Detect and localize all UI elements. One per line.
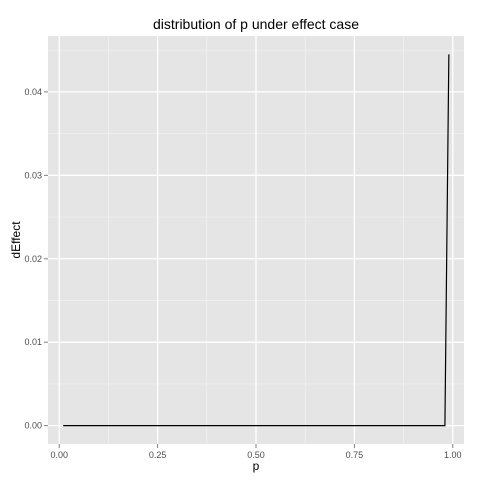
x-axis-ticks: 0.00 0.25 0.50 0.75 1.00 (50, 444, 462, 460)
y-tick-label: 0.02 (24, 254, 42, 264)
x-tick-label: 1.00 (444, 450, 462, 460)
x-tick-label: 0.50 (247, 450, 265, 460)
y-tick-label: 0.04 (24, 87, 42, 97)
chart-title: distribution of p under effect case (153, 16, 359, 32)
x-tick-label: 0.75 (346, 450, 364, 460)
x-axis-label: p (253, 459, 260, 473)
y-tick-label: 0.01 (24, 337, 42, 347)
y-tick-label: 0.00 (24, 421, 42, 431)
y-tick-label: 0.03 (24, 170, 42, 180)
x-tick-label: 0.00 (50, 450, 68, 460)
y-axis-label: dEffect (9, 221, 23, 259)
x-tick-label: 0.25 (149, 450, 167, 460)
series-line (63, 54, 450, 427)
y-axis-ticks: 0.00 0.01 0.02 0.03 0.04 (24, 87, 48, 431)
series-layer (63, 54, 450, 427)
